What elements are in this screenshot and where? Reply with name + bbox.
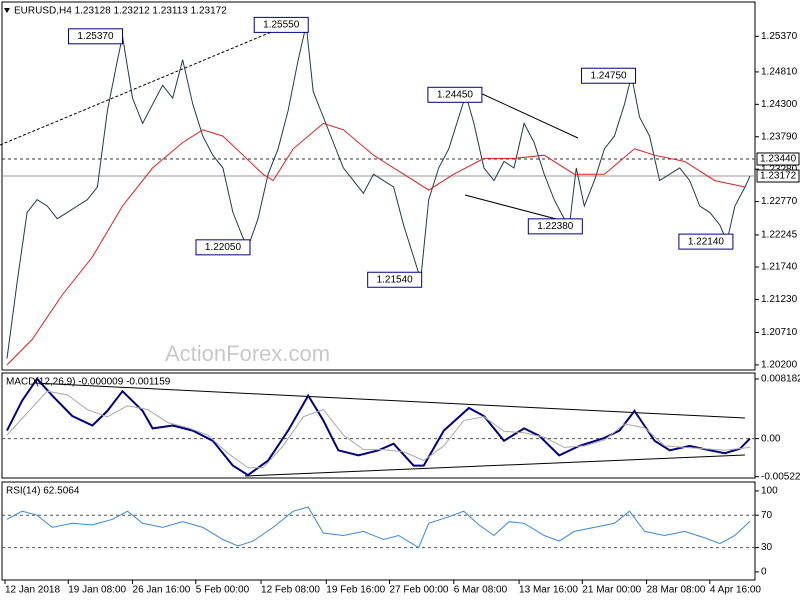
x-tick-label: 19 Jan 08:00 xyxy=(68,585,126,596)
x-tick-label: 12 Feb 08:00 xyxy=(261,585,320,596)
annotation-box xyxy=(527,218,583,235)
series-line xyxy=(6,390,751,469)
menu-arrow xyxy=(4,8,10,13)
y-tick-label: 1.24810 xyxy=(761,67,798,78)
y-tick-label: 1.25370 xyxy=(761,31,798,42)
annotation-label: 1.22050 xyxy=(205,242,242,253)
y-tick-label: -0.005223 xyxy=(761,471,800,482)
annotation-label: 1.22140 xyxy=(688,236,725,247)
x-tick-label: 28 Mar 08:00 xyxy=(647,585,706,596)
y-tick-label: 70 xyxy=(761,510,773,521)
y-tick-label: 1.23790 xyxy=(761,131,798,142)
y-tick-label: 100 xyxy=(761,486,778,497)
trend-line xyxy=(244,454,746,477)
annotation-box xyxy=(678,233,734,250)
annotation-box xyxy=(427,86,483,103)
series-line xyxy=(6,506,751,549)
y-tick-label: 0.008182 xyxy=(761,374,800,385)
y-tick-label: 1.23280 xyxy=(761,164,798,175)
x-tick-label: 21 Mar 00:00 xyxy=(582,585,641,596)
watermark: ActionForex.com xyxy=(165,341,330,366)
price-label-box xyxy=(756,152,800,166)
x-tick-label: 4 Apr 16:00 xyxy=(710,585,762,596)
annotation-label: 1.22380 xyxy=(537,221,574,232)
x-tick-label: 12 Jan 2018 xyxy=(5,585,60,596)
annotation-label: 1.24450 xyxy=(437,89,474,100)
x-tick-label: 26 Jan 16:00 xyxy=(133,585,191,596)
annotation-label: 1.25370 xyxy=(77,31,114,42)
trend-line xyxy=(34,382,746,419)
y-tick-label: 1.24300 xyxy=(761,99,798,110)
price-label: 1.23440 xyxy=(760,154,797,165)
y-tick-label: 1.22245 xyxy=(761,230,798,241)
x-tick-label: 19 Feb 16:00 xyxy=(326,585,385,596)
y-tick-label: 0 xyxy=(761,567,767,578)
x-tick-label: 5 Feb 00:00 xyxy=(196,585,250,596)
annotation-label: 1.24750 xyxy=(590,70,627,81)
panel-border xyxy=(1,481,756,581)
annotation-box xyxy=(253,16,309,33)
panel-title: RSI(14) 62.5064 xyxy=(6,486,80,497)
y-tick-label: 0.00 xyxy=(761,433,781,444)
trend-line xyxy=(0,17,306,146)
price-label-box xyxy=(756,169,800,183)
panel-border xyxy=(1,372,756,479)
panel-title: MACD(12,26,9) -0.000009 -0.001159 xyxy=(6,377,171,388)
annotation-box xyxy=(581,67,637,84)
y-tick-label: 1.22770 xyxy=(761,196,798,207)
price-label: 1.23172 xyxy=(760,171,797,182)
trend-line xyxy=(477,91,579,139)
y-tick-label: 1.20200 xyxy=(761,360,798,371)
annotation-label: 1.25550 xyxy=(263,20,300,31)
y-tick-label: 1.21740 xyxy=(761,262,798,273)
y-tick-label: 30 xyxy=(761,542,773,553)
series-line xyxy=(6,377,751,477)
annotation-box xyxy=(367,271,423,288)
x-tick-label: 13 Mar 16:00 xyxy=(519,585,578,596)
annotation-box xyxy=(195,239,251,256)
x-tick-label: 27 Feb 00:00 xyxy=(390,585,449,596)
y-tick-label: 1.21230 xyxy=(761,294,798,305)
series-line xyxy=(6,122,746,366)
y-tick-label: 1.20710 xyxy=(761,327,798,338)
panel-title: EURUSD,H4 1.23128 1.23212 1.23113 1.2317… xyxy=(14,6,227,17)
x-tick-label: 6 Mar 08:00 xyxy=(454,585,508,596)
annotation-label: 1.21540 xyxy=(377,274,414,285)
panel-border xyxy=(1,1,756,371)
annotation-box xyxy=(67,28,123,45)
